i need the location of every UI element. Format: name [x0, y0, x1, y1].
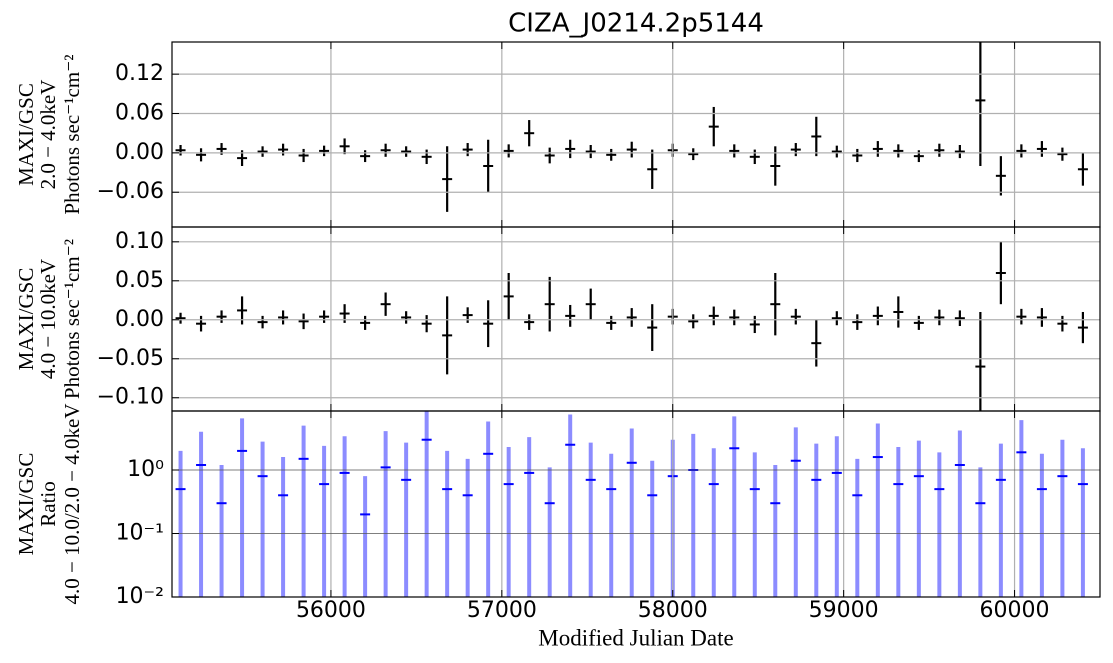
- y-tick-label: 10⁻²: [116, 584, 164, 609]
- y-tick-label: 0.00: [115, 307, 164, 332]
- plot-area: [175, 411, 1088, 597]
- x-tick-label: 59000: [809, 598, 879, 623]
- y-tick-label: 10⁻¹: [116, 521, 164, 546]
- y-axis-label: 4.0 − 10.0keV: [36, 259, 60, 379]
- plot-area: [175, 42, 1088, 212]
- y-tick-label: −0.06: [97, 179, 164, 204]
- y-tick-label: 10⁰: [127, 457, 164, 482]
- chart-title: CIZA_J0214.2p5144: [508, 9, 764, 39]
- plot-frame: [171, 410, 1101, 598]
- y-axis-label: MAXI/GSC: [14, 83, 38, 186]
- x-axis-label: Modified Julian Date: [538, 625, 733, 650]
- y-tick-label: 0.00: [115, 140, 164, 165]
- y-axis-label: 2.0 − 4.0keV: [36, 80, 60, 190]
- y-axis-label: Ratio: [36, 481, 60, 527]
- y-axis-label: MAXI/GSC: [14, 268, 38, 371]
- plot-area: [175, 241, 1088, 411]
- y-tick-label: 0.06: [115, 101, 164, 126]
- y-tick-label: 0.10: [115, 229, 164, 254]
- y-tick-label: −0.10: [97, 385, 164, 410]
- plot-frame: [171, 41, 1101, 228]
- y-axis-label: 4.0 − 10.0/2.0 − 4.0keV: [60, 403, 84, 604]
- y-axis-label: Photons sec⁻¹cm⁻²: [60, 239, 84, 399]
- y-tick-label: −0.05: [97, 346, 164, 371]
- x-tick-label: 60000: [980, 598, 1050, 623]
- y-axis-label: Photons sec⁻¹cm⁻²: [60, 54, 84, 214]
- x-tick-label: 57000: [467, 598, 537, 623]
- y-tick-label: 0.05: [115, 268, 164, 293]
- x-tick-label: 56000: [296, 598, 366, 623]
- y-tick-label: 0.12: [115, 61, 164, 86]
- x-tick-label: 58000: [638, 598, 708, 623]
- y-axis-label: MAXI/GSC: [14, 453, 38, 556]
